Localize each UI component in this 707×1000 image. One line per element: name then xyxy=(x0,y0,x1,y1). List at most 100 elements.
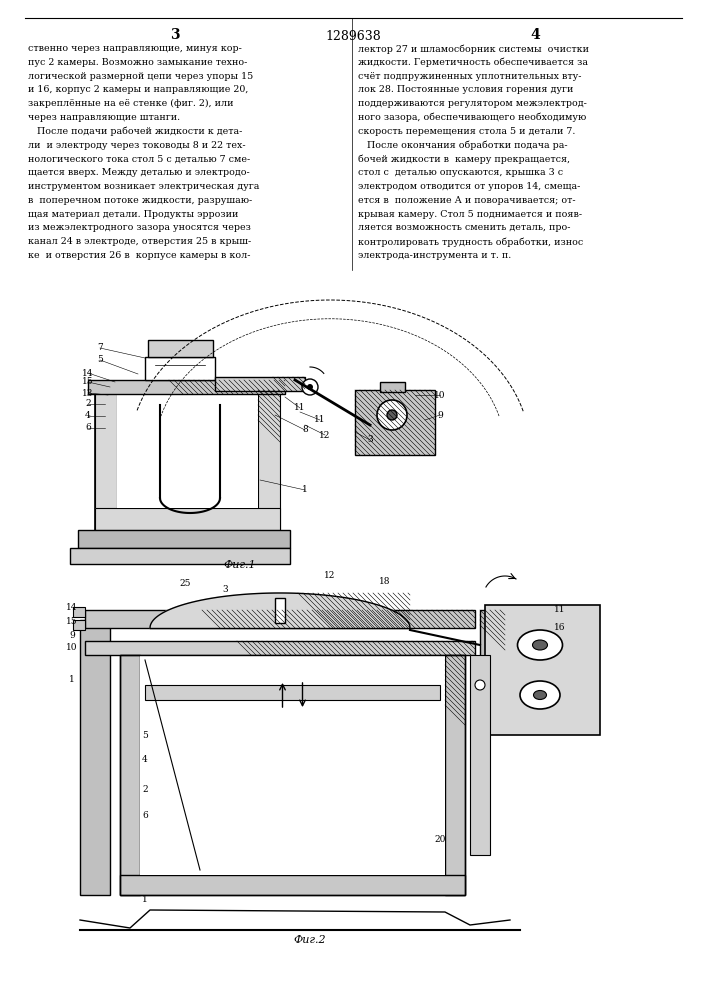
Text: ного зазора, обеспечивающего необходимую: ного зазора, обеспечивающего необходимую xyxy=(358,113,586,122)
Bar xyxy=(485,605,600,735)
Bar xyxy=(120,875,465,895)
Text: жидкости. Герметичность обеспечивается за: жидкости. Герметичность обеспечивается з… xyxy=(358,58,588,67)
Circle shape xyxy=(302,379,318,395)
Text: логической размерной цепи через упоры 15: логической размерной цепи через упоры 15 xyxy=(28,72,253,81)
Bar xyxy=(88,380,285,394)
Text: стол с  деталью опускаются, крышка 3 с: стол с деталью опускаются, крышка 3 с xyxy=(358,168,563,177)
Bar xyxy=(85,610,475,628)
Text: ли  и электроду через тоководы 8 и 22 тех-: ли и электроду через тоководы 8 и 22 тех… xyxy=(28,141,245,150)
Text: После окончания обработки подача ра-: После окончания обработки подача ра- xyxy=(358,141,568,150)
Text: ке  и отверстия 26 в  корпусе камеры в кол-: ке и отверстия 26 в корпусе камеры в кол… xyxy=(28,251,250,260)
Bar xyxy=(470,655,490,855)
Bar xyxy=(80,620,110,895)
Bar xyxy=(120,875,465,895)
Bar xyxy=(78,530,290,548)
Bar xyxy=(380,382,405,392)
Bar xyxy=(480,610,505,730)
Text: щается вверх. Между деталью и электродо-: щается вверх. Между деталью и электродо- xyxy=(28,168,250,177)
Text: 1: 1 xyxy=(302,486,308,494)
Bar xyxy=(215,377,305,391)
Bar xyxy=(85,610,475,628)
Ellipse shape xyxy=(520,681,560,709)
Text: скорость перемещения стола 5 и детали 7.: скорость перемещения стола 5 и детали 7. xyxy=(358,127,575,136)
Ellipse shape xyxy=(532,640,547,650)
Circle shape xyxy=(475,680,485,690)
Bar xyxy=(145,357,215,380)
Text: 10: 10 xyxy=(434,390,445,399)
Bar xyxy=(95,390,117,530)
Text: 20: 20 xyxy=(434,836,445,844)
Text: 18: 18 xyxy=(379,578,391,586)
Text: бочей жидкости в  камеру прекращается,: бочей жидкости в камеру прекращается, xyxy=(358,154,570,164)
Text: через направляющие штанги.: через направляющие штанги. xyxy=(28,113,180,122)
Text: 1: 1 xyxy=(69,676,75,684)
Text: 5: 5 xyxy=(97,356,103,364)
Text: пус 2 камеры. Возможно замыкание техно-: пус 2 камеры. Возможно замыкание техно- xyxy=(28,58,247,67)
Text: крывая камеру. Стол 5 поднимается и появ-: крывая камеру. Стол 5 поднимается и появ… xyxy=(358,210,582,219)
Bar xyxy=(85,641,475,655)
Text: закреплённые на её стенке (фиг. 2), или: закреплённые на её стенке (фиг. 2), или xyxy=(28,99,233,108)
Ellipse shape xyxy=(534,690,547,700)
Text: 13: 13 xyxy=(82,388,94,397)
Bar xyxy=(95,390,280,530)
Text: 9: 9 xyxy=(437,410,443,420)
Text: 11: 11 xyxy=(314,416,326,424)
Circle shape xyxy=(387,410,397,420)
Circle shape xyxy=(307,384,313,390)
Ellipse shape xyxy=(518,630,563,660)
Bar xyxy=(85,641,475,655)
Bar xyxy=(148,340,213,357)
Text: канал 24 в электроде, отверстия 25 в крыш-: канал 24 в электроде, отверстия 25 в кры… xyxy=(28,237,251,246)
Text: 4: 4 xyxy=(85,412,91,420)
Bar xyxy=(73,620,85,630)
Text: ется в  положение А и поворачивается; от-: ется в положение А и поворачивается; от- xyxy=(358,196,575,205)
Text: 5: 5 xyxy=(142,730,148,740)
Text: 15: 15 xyxy=(66,617,78,626)
Text: 4: 4 xyxy=(142,756,148,764)
Bar xyxy=(148,340,213,357)
Text: щая материал детали. Продукты эррозии: щая материал детали. Продукты эррозии xyxy=(28,210,238,219)
Bar xyxy=(470,655,490,855)
Text: 7: 7 xyxy=(97,344,103,353)
Text: лектор 27 и шламосборник системы  очистки: лектор 27 и шламосборник системы очистки xyxy=(358,44,589,53)
Circle shape xyxy=(377,400,407,430)
Text: ственно через направляющие, минуя кор-: ственно через направляющие, минуя кор- xyxy=(28,44,242,53)
Text: нологического тока стол 5 с деталью 7 сме-: нологического тока стол 5 с деталью 7 см… xyxy=(28,154,250,163)
Text: счёт подпружиненных уплотнительных вту-: счёт подпружиненных уплотнительных вту- xyxy=(358,72,581,81)
Text: После подачи рабочей жидкости к дета-: После подачи рабочей жидкости к дета- xyxy=(28,127,243,136)
Text: 6: 6 xyxy=(85,424,91,432)
Bar xyxy=(480,610,505,730)
Bar xyxy=(73,607,85,617)
Bar xyxy=(120,655,465,895)
Text: Фиг.1: Фиг.1 xyxy=(223,560,257,570)
Text: 25: 25 xyxy=(180,578,191,587)
Text: 16: 16 xyxy=(554,624,566,633)
Bar xyxy=(215,377,305,391)
Text: 14: 14 xyxy=(82,368,94,377)
Text: поддерживаются регулятором межэлектрод-: поддерживаются регулятором межэлектрод- xyxy=(358,99,587,108)
Text: 11: 11 xyxy=(294,403,305,412)
Bar xyxy=(80,620,110,895)
Polygon shape xyxy=(150,593,410,628)
Bar xyxy=(88,380,285,394)
Text: 4: 4 xyxy=(530,28,540,42)
Bar xyxy=(70,548,290,564)
Bar xyxy=(355,390,435,455)
Text: 12: 12 xyxy=(320,430,331,440)
Text: 15: 15 xyxy=(82,377,94,386)
Text: 8: 8 xyxy=(302,426,308,434)
Text: 12: 12 xyxy=(325,570,336,580)
Text: 2: 2 xyxy=(85,399,90,408)
Bar xyxy=(145,685,440,700)
Bar xyxy=(95,508,280,530)
Bar xyxy=(140,655,445,875)
Text: 6: 6 xyxy=(142,810,148,820)
Text: 2: 2 xyxy=(142,786,148,794)
Text: 1289638: 1289638 xyxy=(325,30,381,43)
Bar xyxy=(95,390,117,530)
Text: контролировать трудность обработки, износ: контролировать трудность обработки, изно… xyxy=(358,237,583,247)
Text: 11: 11 xyxy=(554,605,566,614)
Text: из межэлектродного зазора уносятся через: из межэлектродного зазора уносятся через xyxy=(28,223,251,232)
Text: 14: 14 xyxy=(66,603,78,612)
Bar xyxy=(117,390,258,508)
